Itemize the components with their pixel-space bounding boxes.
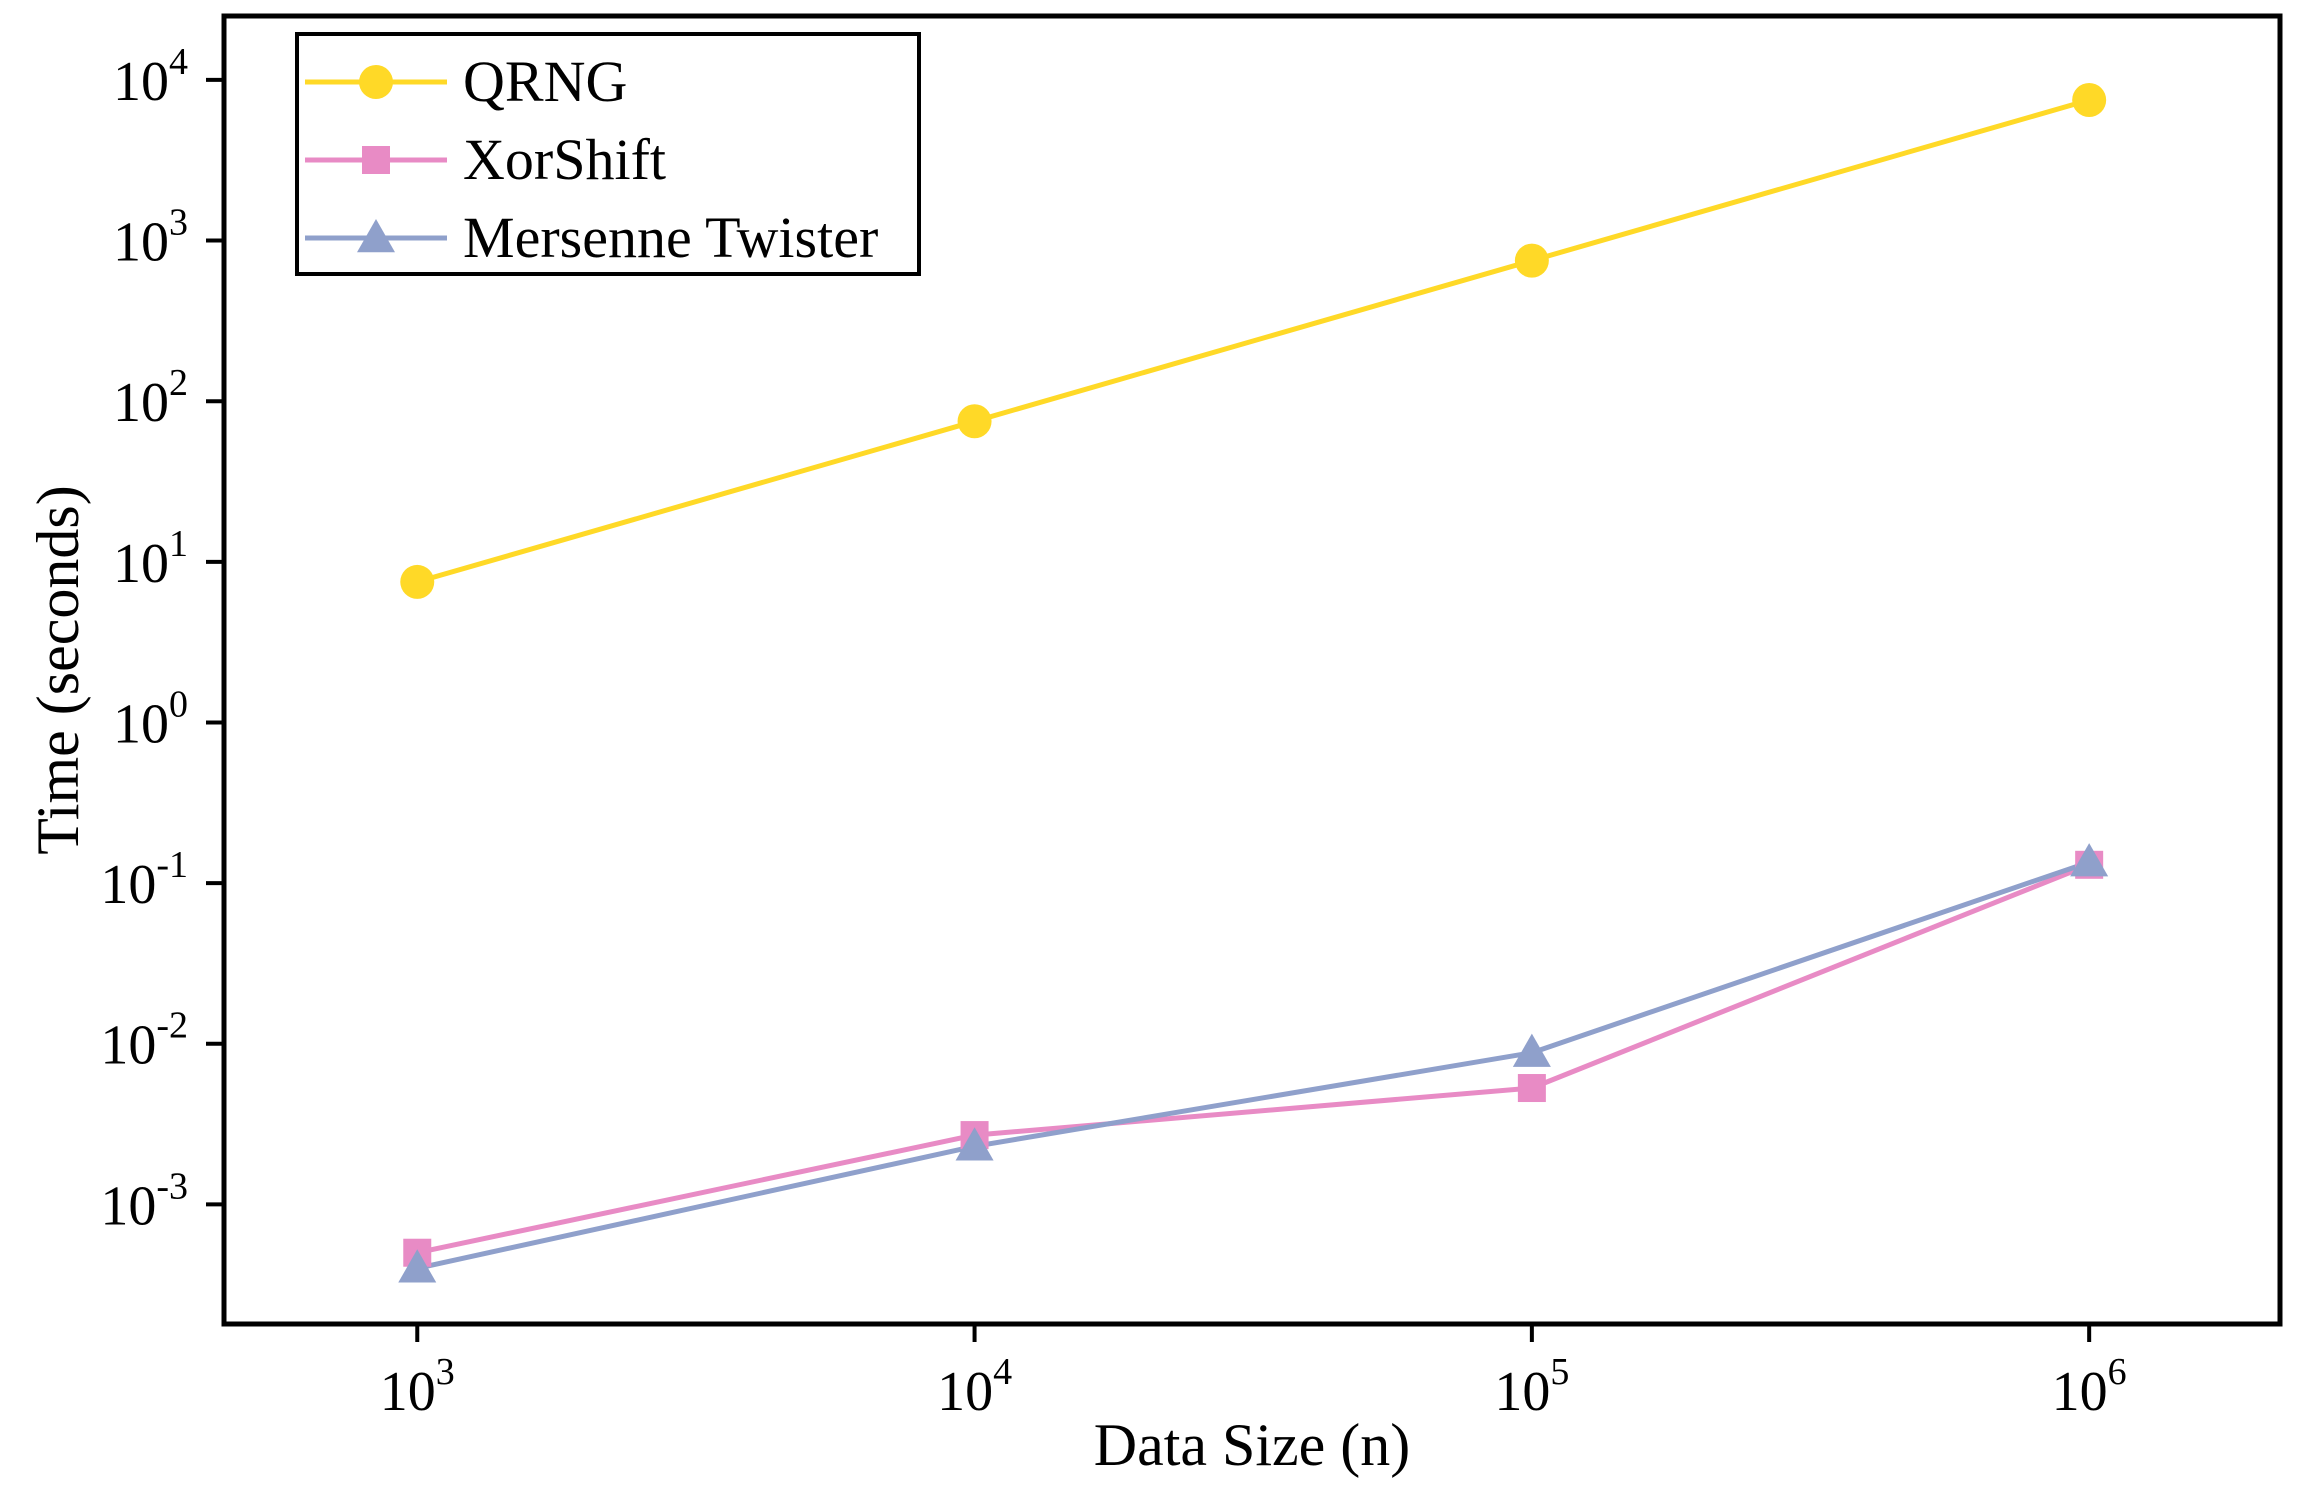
- y-tick-label: 10-1: [100, 844, 188, 916]
- x-tick-label-exponent: 4: [993, 1351, 1012, 1393]
- data-point-mersenne-twister: [1512, 1033, 1551, 1067]
- y-tick-label-exponent: 0: [169, 683, 188, 725]
- y-tick-label: 10-2: [100, 1005, 188, 1077]
- y-tick-label-exponent: -1: [156, 844, 188, 886]
- y-tick-label: 102: [113, 362, 188, 434]
- x-tick-label: 103: [380, 1351, 455, 1423]
- x-tick-label-exponent: 6: [2108, 1351, 2127, 1393]
- data-point-mersenne-twister: [2070, 843, 2109, 877]
- x-tick-label-base: 10: [380, 1361, 436, 1423]
- y-tick-label-base: 10: [100, 1175, 156, 1237]
- data-point-mersenne-twister: [955, 1127, 994, 1161]
- y-tick-label-base: 10: [100, 854, 156, 916]
- x-tick-label-base: 10: [1494, 1361, 1550, 1423]
- x-tick-label-base: 10: [937, 1361, 993, 1423]
- y-tick-label: 10-3: [100, 1165, 188, 1237]
- legend-marker-qrng: [359, 65, 393, 99]
- series-line-qrng: [416, 97, 2090, 585]
- x-tick-label: 104: [937, 1351, 1012, 1423]
- y-tick-label-base: 10: [113, 372, 169, 434]
- y-tick-label: 101: [113, 523, 188, 595]
- legend-label-qrng: QRNG: [463, 49, 627, 114]
- data-point-qrng: [1514, 243, 1549, 278]
- data-point-xorshift: [1517, 1074, 1546, 1103]
- y-axis-title: Time (seconds): [25, 485, 91, 854]
- x-tick-label: 106: [2052, 1351, 2127, 1423]
- series-line-xorshift: [416, 862, 2091, 1256]
- legend-marker-mersenne-twister: [357, 219, 395, 253]
- data-point-mersenne-twister: [398, 1249, 437, 1283]
- legend: QRNG XorShift Mersenne Twister: [295, 32, 921, 276]
- y-tick-label-base: 10: [113, 693, 169, 755]
- y-tick-label-exponent: 4: [169, 41, 188, 83]
- y-tick-label-exponent: 1: [169, 523, 188, 565]
- y-tick-label-base: 10: [113, 51, 169, 113]
- plot-frame: [221, 13, 2283, 1327]
- legend-marker-xorshift: [362, 146, 390, 174]
- x-tick-label-exponent: 5: [1550, 1351, 1569, 1393]
- y-tick-label-exponent: -3: [156, 1165, 188, 1207]
- y-tick-label: 103: [113, 202, 188, 274]
- legend-label-mersenne-twister: Mersenne Twister: [463, 205, 878, 270]
- y-tick-label-exponent: 2: [169, 362, 188, 404]
- y-tick-label-base: 10: [113, 212, 169, 274]
- y-tick-label-exponent: 3: [169, 202, 188, 244]
- y-tick-label-exponent: -2: [156, 1005, 188, 1047]
- data-point-qrng: [2072, 82, 2107, 117]
- plot-area: [398, 82, 2109, 1283]
- x-tick-label-exponent: 3: [436, 1351, 455, 1393]
- data-point-qrng: [400, 564, 435, 599]
- y-tick-label-base: 10: [113, 533, 169, 595]
- data-point-qrng: [957, 404, 992, 439]
- legend-label-xorshift: XorShift: [463, 127, 666, 192]
- series-line-mersenne-twister: [416, 859, 2091, 1271]
- x-axis-title: Data Size (n): [1094, 1412, 1411, 1478]
- x-tick-label-base: 10: [2052, 1361, 2108, 1423]
- x-tick-label: 105: [1494, 1351, 1569, 1423]
- y-tick-label-base: 10: [100, 1015, 156, 1077]
- legend-box: [295, 32, 921, 276]
- y-tick-label: 104: [113, 41, 188, 113]
- y-tick-label: 100: [113, 683, 188, 755]
